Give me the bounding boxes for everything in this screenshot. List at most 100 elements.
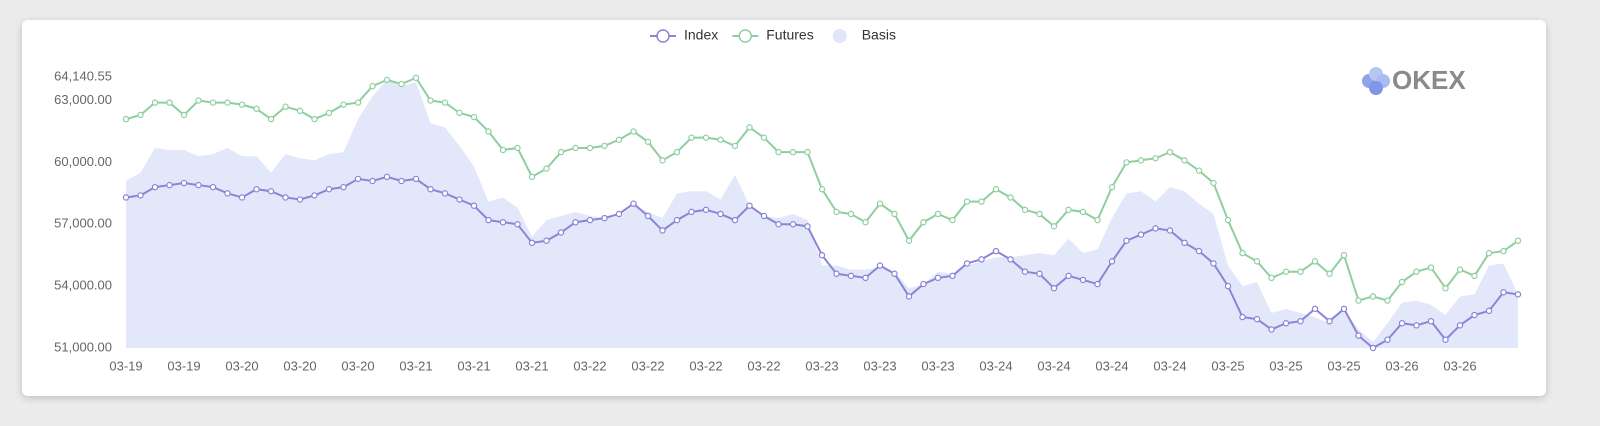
point bbox=[1413, 322, 1420, 329]
point bbox=[441, 99, 449, 106]
point bbox=[615, 210, 623, 218]
point bbox=[1152, 155, 1159, 162]
point bbox=[818, 186, 826, 193]
legend-symbol bbox=[832, 29, 847, 43]
point bbox=[1384, 297, 1391, 304]
point bbox=[1326, 317, 1333, 325]
x-tick-label: 03-25 bbox=[1327, 358, 1360, 373]
point bbox=[514, 221, 521, 228]
point bbox=[1398, 278, 1406, 286]
point bbox=[456, 196, 463, 203]
point bbox=[601, 214, 608, 222]
x-tick-label: 03-24 bbox=[1153, 358, 1186, 373]
point bbox=[876, 200, 884, 207]
x-tick-label: 03-20 bbox=[283, 358, 316, 373]
point bbox=[543, 237, 550, 244]
point bbox=[702, 134, 710, 141]
point bbox=[1427, 264, 1435, 271]
legend-label: Futures bbox=[766, 27, 813, 43]
point bbox=[833, 270, 840, 277]
point bbox=[891, 210, 898, 218]
point bbox=[1166, 227, 1174, 234]
point bbox=[746, 124, 753, 131]
point bbox=[1195, 247, 1203, 255]
point bbox=[760, 212, 768, 220]
point bbox=[311, 115, 318, 123]
point bbox=[644, 138, 652, 145]
point bbox=[1137, 231, 1145, 238]
point bbox=[1079, 208, 1087, 216]
x-tick-label: 03-25 bbox=[1269, 358, 1302, 373]
x-tick-label: 03-26 bbox=[1385, 358, 1418, 373]
point bbox=[1340, 305, 1348, 313]
point bbox=[978, 256, 985, 263]
point bbox=[1253, 315, 1261, 323]
point bbox=[804, 223, 811, 230]
point bbox=[804, 148, 811, 156]
point bbox=[1224, 282, 1232, 290]
legend-label: Basis bbox=[862, 27, 896, 43]
point bbox=[717, 136, 724, 143]
point bbox=[1108, 258, 1116, 265]
point bbox=[905, 237, 913, 244]
point bbox=[1065, 206, 1072, 214]
point bbox=[1108, 183, 1116, 191]
point bbox=[934, 210, 942, 218]
point bbox=[180, 179, 188, 187]
point bbox=[137, 192, 144, 199]
y-tick-label: 57,000.00 bbox=[54, 216, 112, 231]
point bbox=[1094, 280, 1101, 288]
point bbox=[340, 183, 347, 191]
point bbox=[1456, 266, 1464, 273]
point bbox=[499, 146, 507, 154]
point bbox=[586, 216, 594, 224]
point bbox=[1311, 258, 1319, 265]
point bbox=[615, 136, 623, 143]
y-tick-label: 51,000.00 bbox=[54, 339, 112, 354]
point bbox=[818, 251, 826, 259]
point bbox=[456, 109, 463, 117]
point bbox=[238, 101, 246, 108]
point bbox=[688, 134, 695, 141]
point bbox=[1456, 322, 1464, 329]
point bbox=[137, 111, 144, 119]
x-tick-label: 03-24 bbox=[1095, 358, 1128, 373]
point bbox=[195, 97, 202, 104]
point bbox=[949, 216, 956, 224]
point bbox=[630, 128, 637, 135]
point bbox=[862, 218, 869, 226]
point bbox=[354, 175, 362, 183]
point bbox=[702, 206, 710, 214]
point bbox=[195, 181, 202, 189]
point bbox=[1471, 311, 1478, 319]
point bbox=[920, 218, 927, 226]
point bbox=[847, 210, 855, 218]
point bbox=[166, 181, 173, 189]
point bbox=[1210, 260, 1217, 267]
point bbox=[572, 144, 579, 152]
point bbox=[1036, 270, 1043, 277]
point bbox=[731, 142, 739, 150]
point bbox=[934, 274, 942, 282]
point bbox=[427, 97, 434, 104]
point bbox=[1239, 249, 1246, 257]
point bbox=[992, 247, 1000, 255]
point bbox=[514, 144, 521, 152]
point bbox=[398, 80, 405, 88]
point bbox=[369, 177, 376, 185]
point bbox=[876, 262, 884, 269]
point bbox=[963, 198, 971, 205]
x-tick-label: 03-20 bbox=[341, 358, 374, 373]
point bbox=[238, 194, 246, 201]
point bbox=[557, 229, 565, 236]
watermark: OKEX bbox=[1392, 65, 1466, 95]
legend-item: Basis bbox=[832, 27, 896, 43]
point bbox=[311, 192, 318, 199]
point bbox=[688, 208, 695, 216]
x-tick-label: 03-23 bbox=[921, 358, 954, 373]
point bbox=[151, 183, 159, 191]
point bbox=[775, 148, 782, 156]
point bbox=[978, 198, 985, 205]
point bbox=[354, 99, 362, 106]
point bbox=[1050, 223, 1058, 230]
